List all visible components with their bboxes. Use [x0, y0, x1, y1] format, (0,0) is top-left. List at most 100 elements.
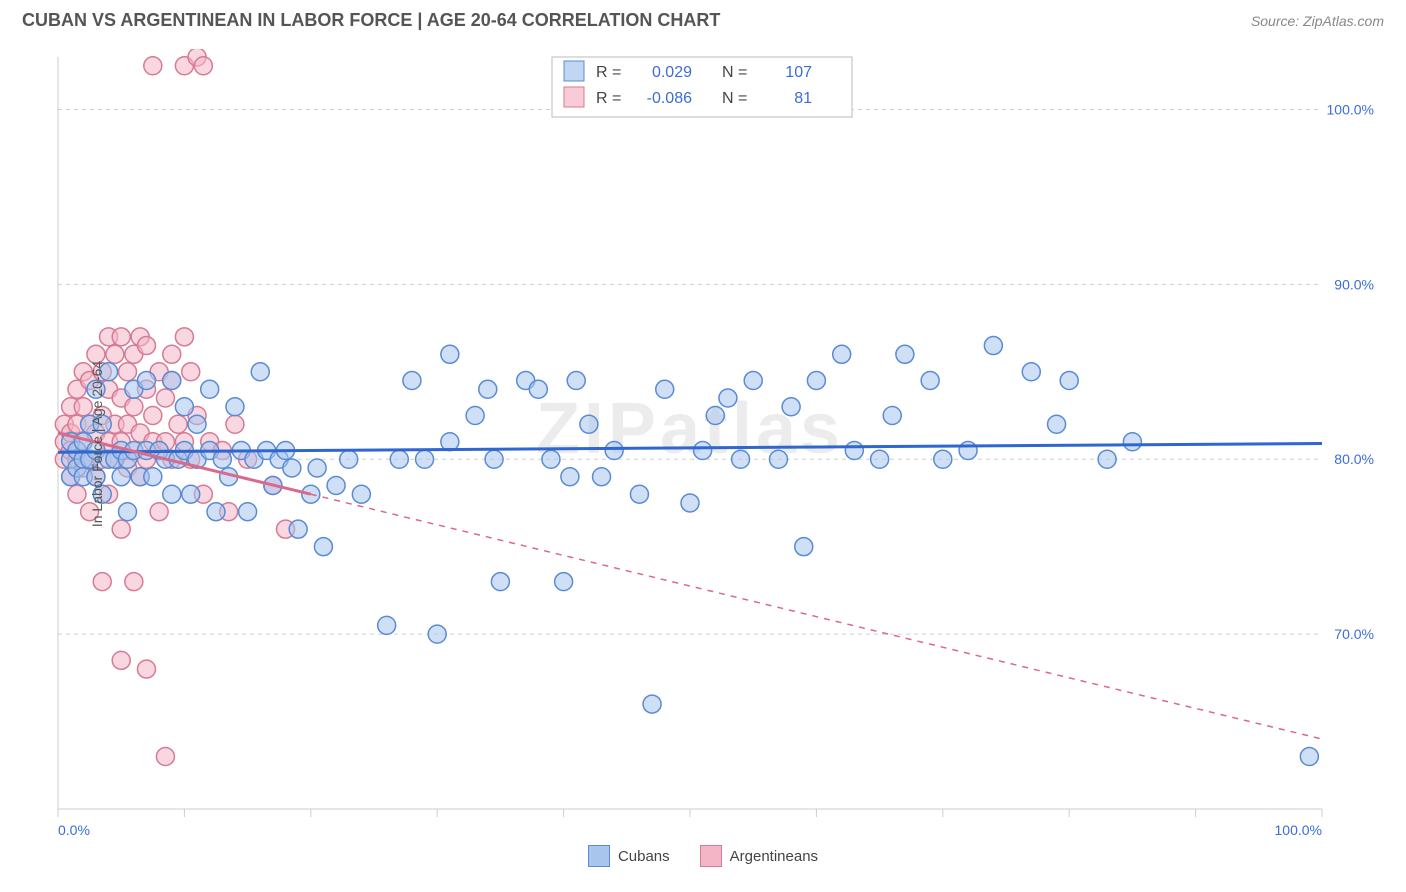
legend-item: Cubans [588, 845, 670, 867]
cubans-point [485, 450, 503, 468]
legend: Cubans Argentineans [0, 845, 1406, 867]
argentineans-point [156, 389, 174, 407]
cubans-point [656, 380, 674, 398]
cubans-point [732, 450, 750, 468]
cubans-point [119, 503, 137, 521]
chart-title: CUBAN VS ARGENTINEAN IN LABOR FORCE | AG… [22, 10, 720, 31]
cubans-point [479, 380, 497, 398]
cubans-point [959, 441, 977, 459]
cubans-point [289, 520, 307, 538]
cubans-point [226, 398, 244, 416]
legend-label: Cubans [618, 848, 670, 865]
stats-r-value: 0.029 [652, 64, 692, 81]
cubans-point [1300, 748, 1318, 766]
cubans-point [845, 441, 863, 459]
cubans-point [883, 407, 901, 425]
y-tick-label: 90.0% [1334, 276, 1374, 292]
cubans-point [466, 407, 484, 425]
cubans-point [643, 695, 661, 713]
cubans-point [1048, 415, 1066, 433]
cubans-point [1022, 363, 1040, 381]
cubans-point [188, 415, 206, 433]
cubans-point [567, 372, 585, 390]
stats-swatch [564, 87, 584, 107]
cubans-point [207, 503, 225, 521]
cubans-point [416, 450, 434, 468]
cubans-point [213, 450, 231, 468]
cubans-point [201, 380, 219, 398]
cubans-point [308, 459, 326, 477]
cubans-point [137, 372, 155, 390]
cubans-point [605, 441, 623, 459]
cubans-point [630, 485, 648, 503]
cubans-point [251, 363, 269, 381]
cubans-point [782, 398, 800, 416]
argentineans-point [169, 415, 187, 433]
cubans-point [529, 380, 547, 398]
cubans-point [163, 485, 181, 503]
argentineans-point [163, 345, 181, 363]
argentineans-point [194, 57, 212, 75]
stats-n-value: 107 [785, 64, 812, 81]
cubans-point [239, 503, 257, 521]
scatter-chart: 70.0%80.0%90.0%100.0%0.0%100.0%ZIPatlasR… [22, 49, 1384, 839]
stats-r-label: R = [596, 90, 621, 107]
argentineans-point [125, 573, 143, 591]
argentineans-point [226, 415, 244, 433]
y-tick-label: 100.0% [1327, 101, 1374, 117]
x-tick-label: 0.0% [58, 822, 90, 838]
stats-r-label: R = [596, 64, 621, 81]
cubans-point [694, 441, 712, 459]
cubans-point [934, 450, 952, 468]
cubans-point [314, 538, 332, 556]
argentineans-point [150, 503, 168, 521]
cubans-point [441, 345, 459, 363]
chart-area: In Labor Force | Age 20-64 70.0%80.0%90.… [22, 49, 1384, 839]
argentineans-point [175, 328, 193, 346]
cubans-point [871, 450, 889, 468]
cubans-point [555, 573, 573, 591]
cubans-point [580, 415, 598, 433]
cubans-point [428, 625, 446, 643]
cubans-point [807, 372, 825, 390]
argentineans-point [112, 520, 130, 538]
stats-n-label: N = [722, 64, 747, 81]
y-axis-title: In Labor Force | Age 20-64 [89, 361, 105, 527]
cubans-point [706, 407, 724, 425]
argentineans-point [137, 337, 155, 355]
argentineans-point [137, 660, 155, 678]
y-tick-label: 80.0% [1334, 451, 1374, 467]
cubans-point [390, 450, 408, 468]
legend-item: Argentineans [700, 845, 818, 867]
cubans-point [561, 468, 579, 486]
cubans-point [681, 494, 699, 512]
stats-n-label: N = [722, 90, 747, 107]
stats-swatch [564, 61, 584, 81]
cubans-point [378, 616, 396, 634]
argentineans-point [156, 748, 174, 766]
cubans-point [283, 459, 301, 477]
legend-swatch [700, 845, 722, 867]
argentineans-point [144, 407, 162, 425]
cubans-point [769, 450, 787, 468]
argentineans-trendline-extrapolated [311, 494, 1322, 739]
cubans-point [403, 372, 421, 390]
cubans-point [593, 468, 611, 486]
cubans-point [1060, 372, 1078, 390]
cubans-point [921, 372, 939, 390]
legend-label: Argentineans [730, 848, 818, 865]
cubans-point [352, 485, 370, 503]
cubans-point [744, 372, 762, 390]
cubans-point [896, 345, 914, 363]
legend-swatch [588, 845, 610, 867]
argentineans-point [68, 485, 86, 503]
cubans-point [182, 485, 200, 503]
source-label: Source: ZipAtlas.com [1251, 13, 1384, 29]
argentineans-point [119, 363, 137, 381]
stats-n-value: 81 [794, 90, 812, 107]
header: CUBAN VS ARGENTINEAN IN LABOR FORCE | AG… [0, 0, 1406, 31]
cubans-point [112, 468, 130, 486]
argentineans-point [106, 345, 124, 363]
cubans-point [984, 337, 1002, 355]
argentineans-point [93, 573, 111, 591]
